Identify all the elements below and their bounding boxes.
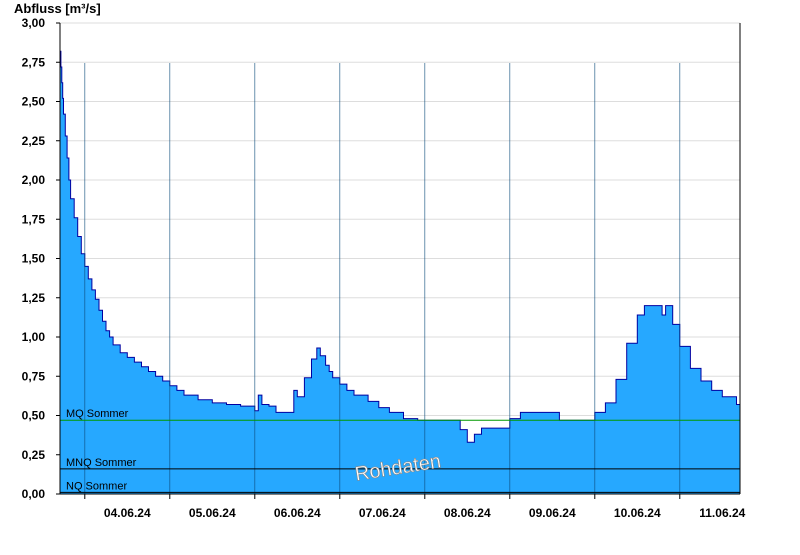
axes [56,22,741,499]
y-tick-label: 0,25 [22,448,46,462]
y-axis-label: Abfluss [m³/s] [14,1,101,16]
day-separators [84,63,681,494]
x-tick-label: 11.06.24 [699,506,745,520]
x-tick-label: 09.06.24 [529,506,576,520]
x-tick-label: 10.06.24 [614,506,661,520]
x-tick-label: 04.06.24 [104,506,151,520]
y-tick-label: 0,00 [22,487,46,501]
x-tick-labels: 04.06.24 05.06.24 06.06.24 07.06.24 08.06.24… [104,506,746,520]
y-tick-label: 3,00 [22,16,46,30]
y-tick-label: 2,25 [22,134,46,148]
y-tick-label: 1,75 [22,212,46,226]
x-tick-label: 07.06.24 [359,506,406,520]
reference-lines: MQ Sommer MNQ Sommer NQ Sommer [60,408,740,493]
x-tick-label: 08.06.24 [444,506,491,520]
y-tick-labels: 0,00 0,25 0,50 0,75 1,00 1,25 1,50 1,75 2,00 2,25… [22,16,46,501]
x-tick-label: 06.06.24 [274,506,321,520]
y-tick-label: 1,25 [22,291,46,305]
y-tick-label: 2,50 [22,95,46,109]
y-tick-label: 1,50 [22,252,46,266]
discharge-line [60,50,740,443]
x-tick-label: 05.06.24 [189,506,236,520]
reference-line-label: NQ Sommer [66,480,127,492]
discharge-area-series [60,50,740,494]
reference-line-label: MNQ Sommer [66,457,137,469]
y-tick-label: 2,00 [22,173,46,187]
y-tick-label: 0,75 [22,369,46,383]
discharge-area [60,51,740,494]
y-tick-label: 1,00 [22,330,46,344]
y-tick-label: 2,75 [22,55,46,69]
y-tick-label: 0,50 [22,409,46,423]
reference-line-label: MQ Sommer [66,408,129,420]
